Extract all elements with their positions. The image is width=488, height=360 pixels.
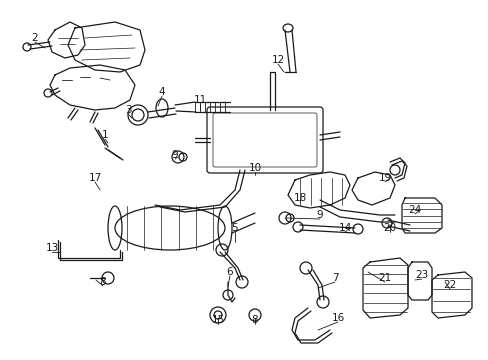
Text: 15: 15 (211, 315, 224, 325)
Text: 10: 10 (248, 163, 261, 173)
Text: 8: 8 (100, 277, 106, 287)
Text: 23: 23 (414, 270, 428, 280)
Text: 7: 7 (331, 273, 338, 283)
Text: 5: 5 (231, 223, 238, 233)
Text: 19: 19 (378, 173, 391, 183)
Text: 18: 18 (293, 193, 306, 203)
Text: 24: 24 (407, 205, 421, 215)
Text: 14: 14 (338, 223, 351, 233)
Text: 16: 16 (331, 313, 344, 323)
Text: 12: 12 (271, 55, 284, 65)
Text: 13: 13 (45, 243, 59, 253)
Text: 22: 22 (443, 280, 456, 290)
Text: 17: 17 (88, 173, 102, 183)
Text: 2: 2 (32, 33, 38, 43)
Text: 1: 1 (102, 130, 108, 140)
Text: 11: 11 (193, 95, 206, 105)
Text: 3: 3 (124, 105, 131, 115)
Text: 9: 9 (316, 210, 323, 220)
Text: 20: 20 (383, 223, 396, 233)
Text: 9: 9 (171, 150, 178, 160)
Text: 4: 4 (159, 87, 165, 97)
Text: 21: 21 (378, 273, 391, 283)
Text: 6: 6 (226, 267, 233, 277)
Text: 8: 8 (251, 315, 258, 325)
